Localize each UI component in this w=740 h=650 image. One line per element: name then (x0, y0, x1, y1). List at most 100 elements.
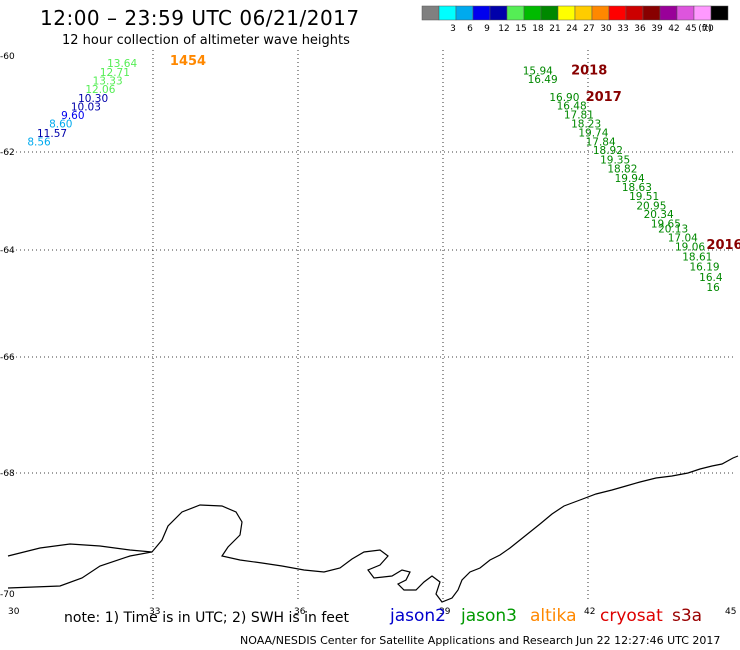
pass-time-label: 2017 (586, 90, 622, 105)
coastline-inlet (7, 543, 153, 557)
scale-swatch (625, 5, 644, 21)
chart-title: 12:00 – 23:59 UTC 06/21/2017 (40, 6, 360, 30)
lon-tick-label: 45 (725, 607, 736, 617)
wave-height-label: 10.03 (71, 101, 101, 113)
scale-bin-label: 3 (450, 24, 456, 34)
wave-height-label: 18.23 (571, 119, 601, 131)
scale-bin-label: 15 (515, 24, 526, 34)
scale-bin-label: 6 (467, 24, 473, 34)
scale-swatch (676, 5, 695, 21)
scale-swatch (489, 5, 508, 21)
wave-height-label: 16.48 (557, 100, 587, 112)
wave-height-label: 16.4 (699, 272, 723, 284)
wave-height-label: 20.34 (644, 209, 674, 221)
scale-bin-label: 18 (532, 24, 544, 34)
scale-swatch (557, 5, 576, 21)
scale-swatch (591, 5, 610, 21)
lat-tick-label: -60 (0, 52, 15, 62)
observation-labels: 13.6412.7113.3312.0610.3010.039.608.6011… (27, 58, 723, 294)
wave-height-label: 11.57 (37, 128, 67, 140)
lon-tick-label: 42 (584, 607, 595, 617)
units-note: note: 1) Time is in UTC; 2) SWH is in fe… (64, 610, 350, 626)
scale-bin-label: 9 (484, 24, 490, 34)
scale-bin-label: 39 (651, 24, 663, 34)
wave-height-label: 16.49 (528, 74, 558, 86)
scale-swatch (642, 5, 661, 21)
scale-bin-label: 21 (549, 24, 560, 34)
scale-swatch (574, 5, 593, 21)
scale-swatch (506, 5, 525, 21)
wave-height-label: 9.60 (61, 110, 84, 122)
scale-swatch (710, 5, 729, 21)
lon-tick-label: 36 (294, 607, 306, 617)
antarctic-coastline (7, 455, 739, 603)
pass-time-label: 2018 (571, 63, 607, 78)
graticule-grid (8, 50, 736, 600)
scale-swatch (455, 5, 474, 21)
coastline-path (7, 455, 739, 603)
scale-unit-label: (ft) (698, 24, 712, 34)
pass-time-labels: 1454 2018 2017 2016 (170, 54, 740, 253)
scale-swatch (438, 5, 457, 21)
lat-tick-label: -62 (0, 148, 15, 158)
scale-bin-label: 27 (583, 24, 594, 34)
wave-height-label: 19.65 (651, 219, 681, 231)
wave-height-label: 10.30 (78, 93, 108, 105)
scale-swatch (421, 5, 440, 21)
scale-bin-label: 30 (600, 24, 612, 34)
wave-height-label: 16.90 (549, 92, 579, 104)
color-scale: 3 6 9 12 15 18 21 24 27 30 33 36 39 42 45 70(ft) (421, 5, 729, 34)
wave-height-label: 20.95 (636, 200, 666, 212)
lon-tick-label: 33 (149, 607, 160, 617)
lat-tick-label: -66 (0, 353, 15, 363)
wave-height-label: 8.60 (49, 119, 72, 131)
scale-bin-label: 24 (566, 24, 578, 34)
scale-bin-label: 12 (498, 24, 509, 34)
wave-height-label: 16 (706, 282, 720, 294)
legend-satellite-cryosat: cryosat (600, 606, 663, 626)
scale-bin-label: 70 (702, 24, 714, 34)
wave-height-label: 13.64 (107, 58, 137, 70)
scale-swatch (693, 5, 712, 21)
wave-height-label: 20.13 (658, 223, 688, 235)
wave-height-label: 13.33 (93, 75, 123, 87)
scale-swatch (608, 5, 627, 21)
wave-height-label: 15.94 (523, 65, 553, 77)
scale-bin-label: 42 (668, 24, 679, 34)
legend-satellite-altika: altika (530, 606, 577, 626)
wave-height-label: 19.74 (578, 127, 608, 139)
wave-height-label: 18.61 (682, 251, 712, 263)
scale-bin-label: 45 (685, 24, 696, 34)
legend-satellite-jason2: jason2 (390, 606, 446, 626)
wave-height-label: 18.63 (622, 182, 652, 194)
pass-time-label: 1454 (170, 54, 206, 69)
lat-tick-label: -68 (0, 469, 15, 479)
wave-height-label: 18.92 (593, 145, 623, 157)
wave-height-label: 17.04 (668, 232, 698, 244)
scale-swatch (472, 5, 491, 21)
scale-bin-label: 33 (617, 24, 628, 34)
scale-swatch (523, 5, 542, 21)
chart-subtitle: 12 hour collection of altimeter wave hei… (62, 33, 350, 48)
wave-height-label: 17.81 (564, 110, 594, 122)
wave-height-label: 19.35 (600, 154, 630, 166)
wave-height-label: 12.71 (100, 67, 130, 79)
wave-height-label: 19.51 (629, 191, 659, 203)
wave-height-label: 19.06 (675, 242, 705, 254)
scale-swatch (540, 5, 559, 21)
scale-swatch (659, 5, 678, 21)
wave-height-label: 17.84 (586, 136, 616, 148)
legend-satellite-jason3: jason3 (461, 606, 517, 626)
lat-tick-label: -70 (0, 590, 15, 600)
generated-timestamp: Jun 22 12:27:46 UTC 2017 (576, 634, 721, 647)
lon-tick-label: 39 (439, 607, 451, 617)
lon-tick-label: 30 (8, 607, 20, 617)
lat-tick-label: -64 (0, 246, 15, 256)
scale-bin-label: 36 (634, 24, 646, 34)
axis-tick-labels: 30 33 36 39 42 45 -60 -62 -64 -66 -68 -70 (0, 52, 736, 617)
wave-height-label: 12.06 (85, 84, 115, 96)
legend-satellite-s3a: s3a (672, 606, 703, 626)
wave-height-label: 16.19 (690, 262, 720, 274)
wave-height-label: 19.94 (615, 173, 645, 185)
